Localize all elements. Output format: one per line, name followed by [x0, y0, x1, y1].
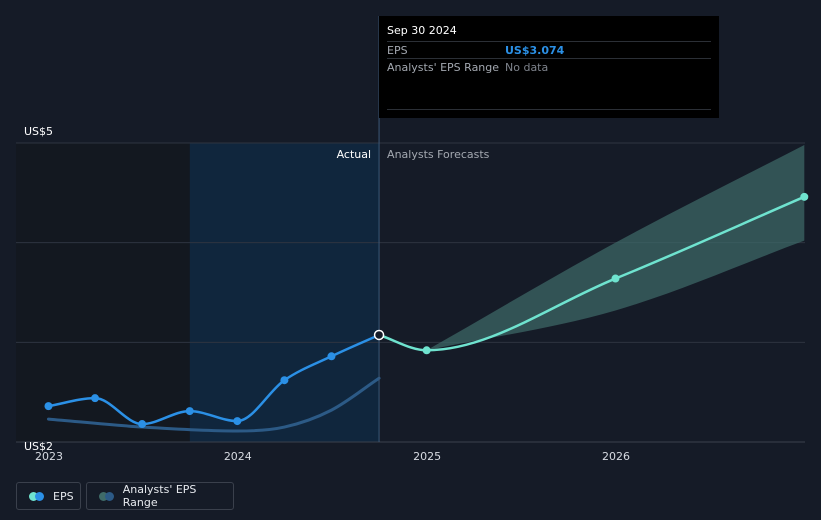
x-axis: 2023 2024 2025 2026 [35, 450, 630, 463]
eps-point-forecast [800, 192, 809, 201]
x-tick-label: 2025 [413, 450, 441, 463]
eps-legend-icon [29, 491, 45, 501]
eps-point-actual [233, 417, 242, 426]
eps-point-latest [373, 329, 385, 341]
tooltip-date: Sep 30 2024 [387, 24, 457, 37]
eps-point-actual [327, 352, 336, 361]
legend-eps-label: EPS [53, 489, 74, 503]
eps-point-forecast [422, 346, 431, 355]
actual-label: Actual [337, 148, 371, 161]
y-axis: US$5 US$2 [24, 125, 53, 453]
past-range-line [46, 376, 381, 433]
tooltip-eps-label: EPS [387, 44, 408, 57]
eps-point-actual [44, 402, 53, 411]
tooltip-eps-value: US$3.074 [505, 44, 565, 57]
eps-point-actual [138, 420, 147, 429]
eps-forecast-line [378, 195, 805, 352]
pre-highlight-shade [16, 143, 190, 442]
forecast-label: Analysts Forecasts [387, 148, 490, 161]
legend-range-toggle[interactable]: Analysts' EPS Range [86, 482, 234, 510]
past-year-highlight [189, 143, 380, 442]
tooltip: Sep 30 2024 EPS US$3.074 Analysts' EPS R… [379, 16, 719, 118]
x-tick-label: 2023 [35, 450, 63, 463]
x-tick-label: 2024 [224, 450, 252, 463]
tooltip-range-value: No data [505, 61, 549, 74]
eps-point-actual [280, 376, 289, 385]
forecast-range-band [426, 144, 805, 351]
legend-eps-toggle[interactable]: EPS [16, 482, 81, 510]
y-tick-label: US$2 [24, 440, 53, 453]
eps-point-actual [91, 394, 100, 403]
tooltip-divider [387, 109, 711, 110]
tooltip-range-row: Analysts' EPS Range No data [387, 58, 711, 76]
eps-actual-line [48, 333, 380, 426]
x-tick-label: 2026 [602, 450, 630, 463]
range-legend-icon [99, 491, 115, 501]
eps-point-forecast [611, 274, 620, 283]
eps-points [44, 192, 809, 429]
tooltip-range-label: Analysts' EPS Range [387, 61, 500, 74]
eps-point-actual [185, 407, 194, 416]
tooltip-eps-row: EPS US$3.074 [387, 41, 711, 59]
y-tick-label: US$5 [24, 125, 53, 138]
legend-range-label: Analysts' EPS Range [122, 483, 197, 509]
